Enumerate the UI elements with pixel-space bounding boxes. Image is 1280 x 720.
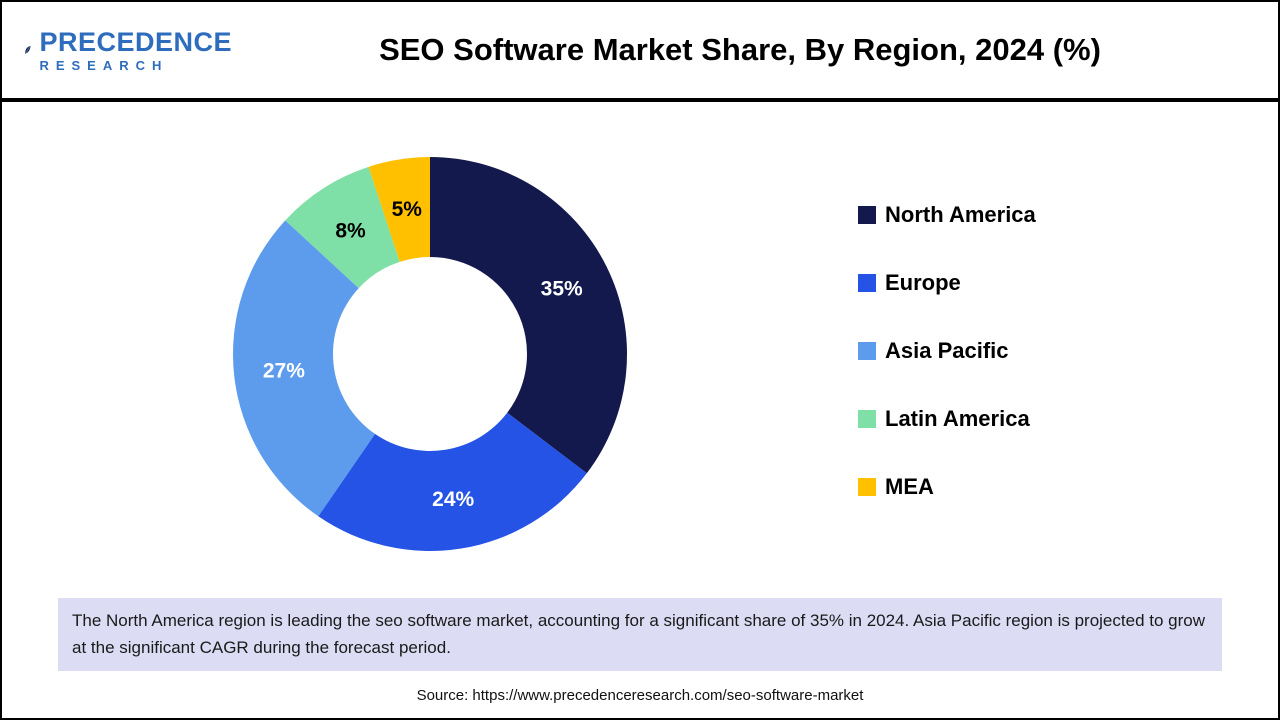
- donut-chart: 35% 24% 27% 8% 5%: [233, 157, 628, 552]
- note-text: The North America region is leading the …: [58, 598, 1222, 671]
- slice-label-europe: 24%: [432, 488, 474, 511]
- legend-label-latin-america: Latin America: [885, 406, 1030, 431]
- legend-swatch-mea: [858, 478, 876, 496]
- legend-label-mea: MEA: [885, 474, 934, 499]
- logo: PRECEDENCE RESEARCH: [2, 26, 232, 73]
- logo-leaf-icon: [25, 45, 31, 55]
- donut-segment-north-america: [430, 157, 628, 474]
- source-text: Source: https://www.precedenceresearch.c…: [416, 687, 864, 704]
- slice-label-latin-america: 8%: [335, 219, 366, 242]
- legend-item-latin-america: Latin America: [858, 406, 1278, 432]
- legend-item-mea: MEA: [858, 474, 1278, 500]
- logo-name: PRECEDENCE: [39, 26, 232, 57]
- legend-label-asia-pacific: Asia Pacific: [885, 338, 1009, 363]
- legend-label-north-america: North America: [885, 202, 1036, 227]
- legend-item-north-america: North America: [858, 202, 1278, 228]
- legend-swatch-latin-america: [858, 410, 876, 428]
- donut-segment-mea: [368, 157, 430, 262]
- header: PRECEDENCE RESEARCH SEO Software Market …: [2, 2, 1278, 102]
- legend-swatch-asia-pacific: [858, 342, 876, 360]
- note-box-wrap: The North America region is leading the …: [2, 598, 1278, 671]
- page-title: SEO Software Market Share, By Region, 20…: [379, 32, 1101, 67]
- donut-segment-asia-pacific: [233, 220, 375, 517]
- chart-area: 35% 24% 27% 8% 5% North America Europe Asia Pa…: [2, 102, 1278, 598]
- logo-text: PRECEDENCE RESEARCH: [39, 26, 232, 73]
- slice-label-mea: 5%: [392, 198, 423, 221]
- legend-label-europe: Europe: [885, 270, 961, 295]
- legend-swatch-europe: [858, 274, 876, 292]
- legend-swatch-north-america: [858, 206, 876, 224]
- slice-label-north-america: 35%: [541, 278, 583, 301]
- donut-segment-europe: [318, 412, 587, 552]
- legend-item-europe: Europe: [858, 270, 1278, 296]
- legend-item-asia-pacific: Asia Pacific: [858, 338, 1278, 364]
- slice-label-asia-pacific: 27%: [263, 359, 305, 382]
- donut-chart-wrap: 35% 24% 27% 8% 5%: [2, 102, 858, 554]
- donut-segment-latin-america: [285, 166, 400, 289]
- logo-subtitle: RESEARCH: [39, 57, 169, 73]
- legend: North America Europe Asia Pacific Latin Ame…: [858, 102, 1278, 500]
